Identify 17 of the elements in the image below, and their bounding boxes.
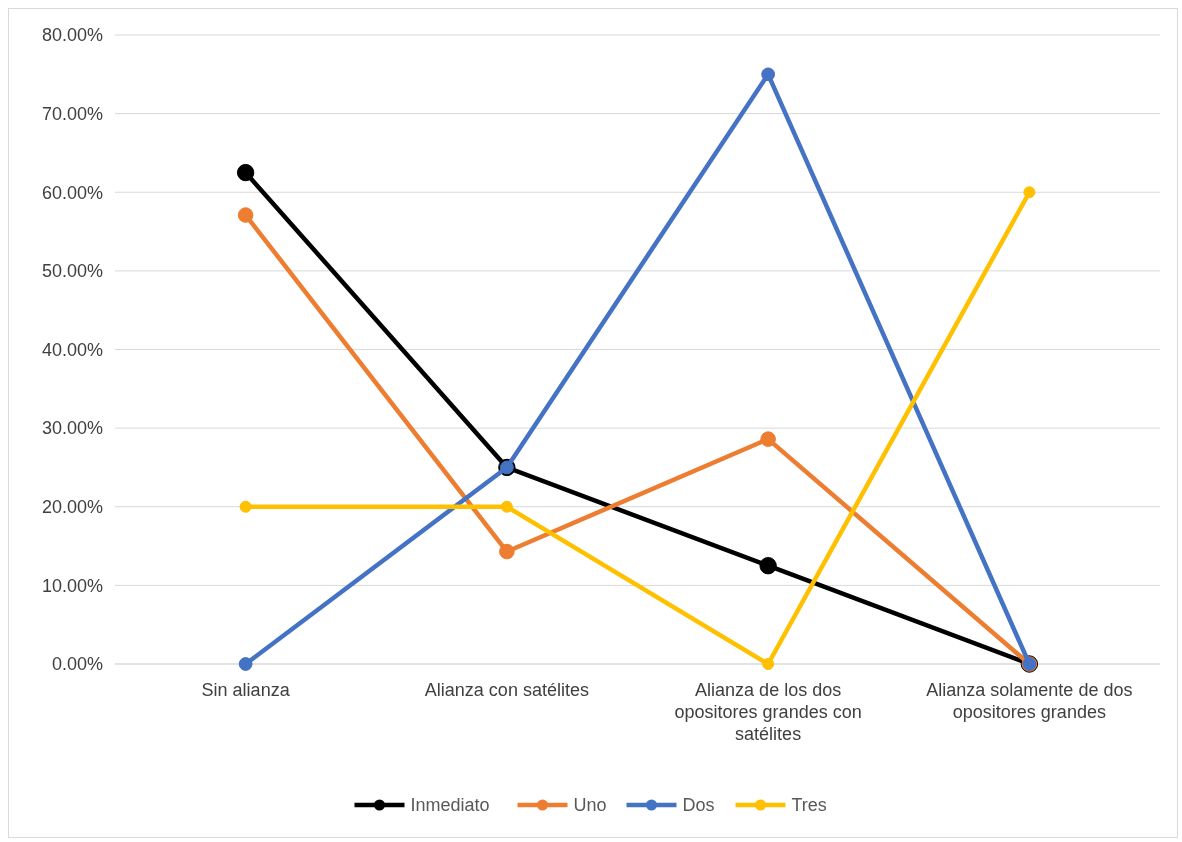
y-tick-label: 60.00% (41, 182, 103, 203)
y-tick-label: 30.00% (41, 418, 103, 439)
legend-label: Tres (791, 795, 827, 816)
y-tick-label: 0.00% (51, 654, 103, 675)
y-tick-label: 10.00% (41, 575, 103, 596)
y-tick-label: 20.00% (41, 497, 103, 518)
y-tick-label: 50.00% (41, 261, 103, 282)
x-tick-label: Sin alianza (201, 680, 291, 700)
x-tick-label: Alianza solamente de dos opositores grandes (926, 680, 1133, 722)
y-tick-label: 70.00% (41, 103, 103, 124)
x-tick-label: Alianza de los dos opositores grandes con satélites (674, 680, 862, 744)
x-tick-label: Alianza con satélites (424, 680, 589, 700)
y-tick-label: 80.00% (41, 25, 103, 46)
y-tick-label: 40.00% (41, 339, 103, 360)
legend-label: Inmediato (410, 795, 490, 816)
legend-label: Uno (573, 795, 607, 816)
legend-label: Dos (682, 795, 715, 816)
